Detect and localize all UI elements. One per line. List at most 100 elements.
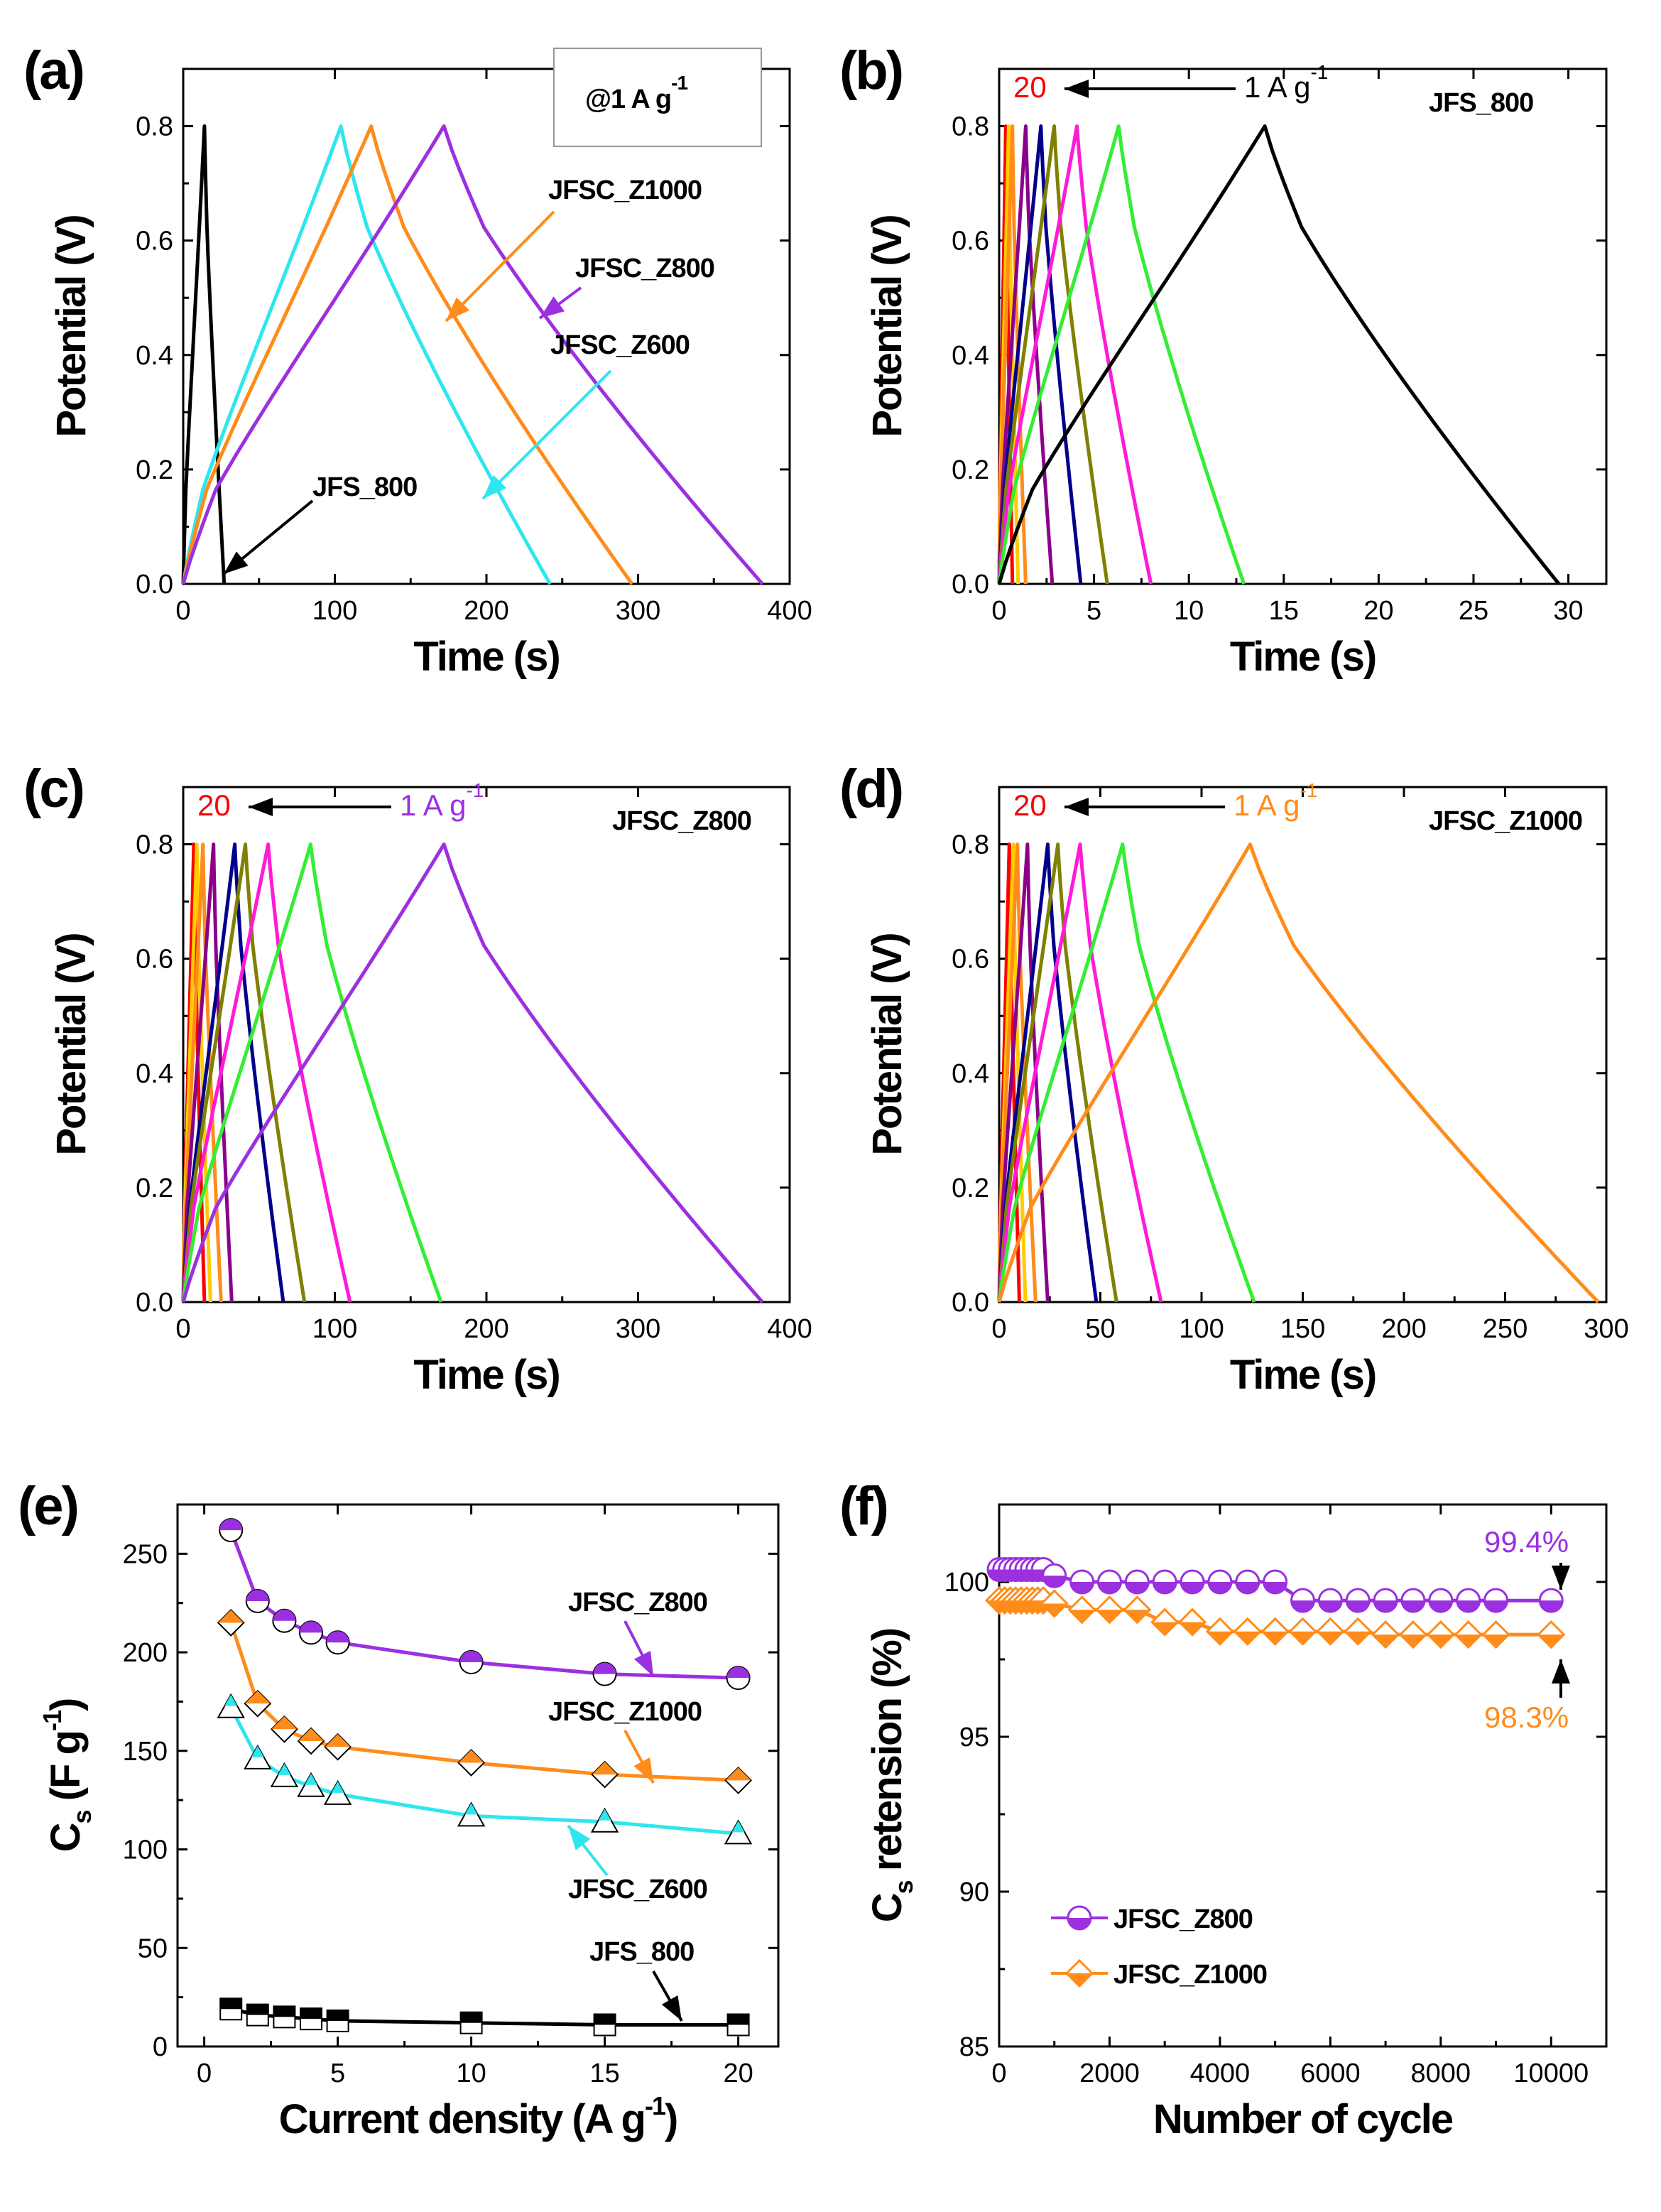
series-line-4-A-g-1: [997, 124, 1083, 585]
data-point-JFSC_Z1000: [324, 1733, 352, 1761]
data-point-JFSC_Z800: [1042, 1563, 1067, 1588]
y-tick-label-f: 95: [959, 1723, 989, 1752]
y-tick-label-c: 0.2: [136, 1173, 173, 1203]
arrow-JFSC_Z1000: [445, 210, 555, 322]
x-tick-label-f: 6000: [1300, 2059, 1361, 2088]
data-point-JFSC_Z800: [1124, 1569, 1150, 1595]
data-point-JFSC_Z800: [1069, 1569, 1095, 1595]
data-point-JFSC_Z800: [1373, 1588, 1398, 1613]
series-label-JFS_800: JFS_800: [312, 472, 417, 502]
x-tick-label-b: 15: [1269, 596, 1299, 626]
x-axis-label-b: Time (s): [1230, 634, 1376, 680]
y-tick-label-d: 0.6: [952, 945, 989, 975]
series-line-2-A-g-1: [181, 842, 352, 1303]
data-point-JFSC_Z800: [1207, 1569, 1233, 1595]
y-tick-label-a: 0.6: [136, 227, 173, 256]
x-tick-label-e: 15: [589, 2059, 619, 2088]
figure-layer: 0 100 200 300 4000.00.20.40.60.8(a)Time (s)P…: [18, 40, 1629, 2142]
arrow-JFSC_Z600-head: [483, 475, 507, 499]
rate-low-label: 1 A g-1: [1234, 779, 1317, 822]
data-point-JFSC_Z1000: [1205, 1617, 1235, 1646]
series-line-3-A-g-1: [997, 124, 1109, 585]
panel-f: 0 2000 4000 6000 8000 10000 85 90 95 100 (f) Number…: [839, 1476, 1608, 2142]
data-point-JFSC_Z800: [1538, 1588, 1564, 1613]
arrow-JFS_800-head: [661, 1995, 682, 2021]
series-line-JFSC_Z600: [181, 124, 552, 585]
data-point-JFS_800: [219, 1997, 243, 2021]
data-point-JFS_800: [593, 2013, 616, 2037]
rate-arrow-head: [1064, 798, 1089, 816]
x-tick-label-a: 400: [767, 596, 812, 626]
x-axis-label-d: Time (s): [1230, 1352, 1376, 1398]
y-tick-label-a: 0.2: [136, 455, 173, 485]
x-tick-label-f: 8000: [1411, 2059, 1471, 2088]
data-point-JFSC_Z1000: [724, 1767, 753, 1794]
retention-annotation-z1000: 98.3%: [1484, 1701, 1569, 1734]
y-tick-label-c: 0.8: [136, 830, 173, 860]
x-tick-label-c: 0: [175, 1314, 190, 1344]
data-point-JFSC_Z1000: [1371, 1620, 1400, 1649]
data-point-JFSC_Z800: [1345, 1588, 1371, 1613]
y-tick-label-e: 50: [138, 1934, 168, 1963]
x-tick-label-b: 10: [1174, 596, 1204, 626]
y-tick-label-f: 100: [944, 1568, 989, 1598]
series-label-JFSC_Z600: JFSC_Z600: [568, 1875, 707, 1904]
data-point-JFSC_Z800: [1456, 1588, 1481, 1613]
arrow-JFSC_Z600: [481, 369, 612, 500]
x-tick-label-d: 150: [1280, 1314, 1325, 1344]
plot-frame-e: [176, 1503, 780, 2048]
x-tick-label-b: 25: [1459, 596, 1488, 626]
arrow-JFSC_Z800-head: [540, 296, 565, 318]
data-point-JFS_800: [726, 2013, 750, 2037]
rate-arrow-head: [249, 798, 273, 816]
panel-letter-f: (f): [839, 1476, 887, 1536]
panel-a: 0 100 200 300 400 0.0 0.2 0.4 0.6 0.8 (a) Time (s) P…: [23, 40, 812, 680]
x-tick-label-d: 0: [991, 1314, 1006, 1344]
x-tick-label-e: 10: [456, 2059, 486, 2088]
y-tick-label-e: 200: [123, 1638, 168, 1668]
x-tick-label-b: 0: [991, 596, 1006, 626]
data-point-JFSC_Z1000: [1150, 1608, 1180, 1637]
y-tick-label-b: 0.2: [952, 455, 989, 485]
y-tick-label-c: 0.0: [136, 1288, 173, 1318]
panel-b: 0 5 10 15 20 25 30 0.0 0.2 0.4 0.6 0.8 (b) Time (s) Po…: [839, 40, 1608, 680]
y-tick-label-d: 0.0: [952, 1288, 989, 1318]
panel-d: 0 50 100 150 200 250 300 0.0 0.2 0.4 0.6 0.8 (d) Time…: [839, 759, 1629, 1398]
x-tick-label-c: 300: [616, 1314, 660, 1344]
legend-box-label: @1 A g-1: [585, 72, 687, 114]
data-point-JFS_800: [273, 2005, 296, 2029]
y-tick-label-b: 0.0: [952, 570, 989, 600]
data-point-JFSC_Z600: [724, 1819, 753, 1845]
y-tick-label-f: 85: [959, 2032, 989, 2062]
y-tick-label-e: 150: [123, 1737, 168, 1767]
y-tick-label-e: 100: [123, 1836, 168, 1865]
data-point-JFSC_Z800: [325, 1630, 350, 1655]
x-tick-label-d: 200: [1381, 1314, 1426, 1344]
data-point-JFSC_Z600: [217, 1693, 245, 1718]
x-tick-label-f: 10000: [1513, 2059, 1589, 2088]
data-point-JFSC_Z800: [592, 1661, 617, 1686]
data-point-JFSC_Z1000: [1067, 1595, 1096, 1625]
legend-label-JFSC_Z1000: JFSC_Z1000: [1113, 1960, 1267, 1990]
data-point-JFSC_Z1000: [1288, 1617, 1317, 1646]
data-point-JFSC_Z800: [1400, 1588, 1426, 1613]
data-point-JFSC_Z600: [270, 1762, 299, 1787]
x-tick-label-e: 20: [723, 2059, 753, 2088]
data-point-JFSC_Z1000: [1537, 1620, 1566, 1649]
x-tick-label-d: 50: [1085, 1314, 1115, 1344]
arrow-JFSC_Z600-head: [568, 1826, 591, 1850]
data-point-JFSC_Z1000: [1095, 1595, 1124, 1625]
rate-low-label: 1 A g-1: [400, 779, 484, 822]
series-line-JFSC_Z1000: [181, 124, 634, 585]
data-point-JFSC_Z1000: [1426, 1620, 1455, 1649]
series-line-2-A-g-1: [997, 842, 1163, 1303]
data-point-JFSC_Z1000: [297, 1727, 325, 1755]
data-point-JFSC_Z800: [219, 1518, 244, 1543]
sample-label: JFSC_Z1000: [1429, 806, 1582, 836]
y-tick-label-a: 0.0: [136, 570, 173, 600]
data-point-JFSC_Z800: [1096, 1569, 1122, 1595]
panel-letter-b: (b): [839, 40, 902, 101]
series-line-4-A-g-1: [181, 842, 285, 1303]
